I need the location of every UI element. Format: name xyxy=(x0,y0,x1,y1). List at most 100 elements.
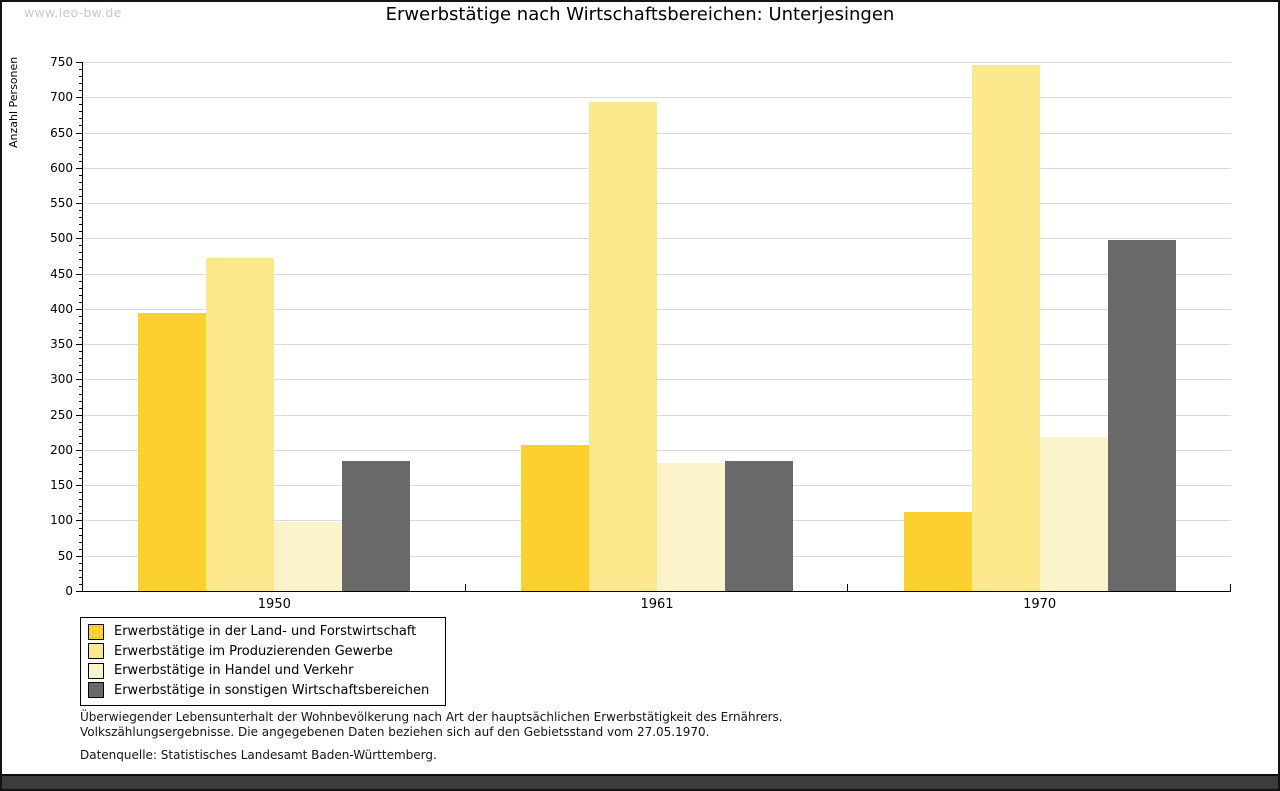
y-axis-minor-tick xyxy=(79,196,82,197)
bar xyxy=(725,460,793,591)
legend-color-swatch xyxy=(88,662,104,679)
y-axis-tick-label: 500 xyxy=(50,231,73,246)
y-axis-tick xyxy=(76,97,82,99)
y-axis-minor-tick xyxy=(79,471,82,473)
y-axis-minor-tick xyxy=(79,365,82,367)
x-axis-tick xyxy=(464,584,466,591)
y-axis-minor-tick xyxy=(79,583,82,585)
y-axis-minor-tick xyxy=(79,252,82,254)
y-axis-minor-tick xyxy=(79,69,82,71)
y-axis-tick xyxy=(76,379,82,381)
bar xyxy=(903,512,972,591)
footnote-line: Überwiegender Lebensunterhalt der Wohnbe… xyxy=(80,710,783,724)
gridline xyxy=(83,273,1231,275)
y-axis-tick xyxy=(76,308,82,310)
y-axis-minor-tick xyxy=(79,76,82,78)
y-axis-minor-tick xyxy=(79,146,82,148)
legend-item: Erwerbstätige in Handel und Verkehr xyxy=(88,661,445,681)
y-axis-minor-tick xyxy=(79,548,82,550)
y-axis-minor-tick xyxy=(79,210,82,212)
y-axis-minor-tick xyxy=(79,400,82,402)
x-axis-category-label: 1970 xyxy=(1023,597,1057,612)
window-bottom-edge xyxy=(2,774,1278,789)
y-axis-minor-tick xyxy=(79,337,82,339)
watermark-url: www.leo-bw.de xyxy=(24,5,122,20)
y-axis-minor-tick xyxy=(79,456,82,458)
y-axis-tick xyxy=(76,132,82,134)
bar xyxy=(342,460,411,591)
y-axis-tick-label: 700 xyxy=(50,90,73,105)
gridline xyxy=(83,97,1231,99)
y-axis-tick xyxy=(76,485,82,487)
legend-item: Erwerbstätige in sonstigen Wirtschaftsbe… xyxy=(88,681,445,701)
gridline xyxy=(83,379,1231,381)
legend-color-swatch xyxy=(88,682,104,699)
x-axis-tick xyxy=(1230,584,1231,591)
y-axis-tick xyxy=(76,62,82,63)
legend-label: Erwerbstätige in der Land- und Forstwirt… xyxy=(114,624,417,640)
y-axis-tick xyxy=(76,203,82,205)
legend-color-swatch xyxy=(88,643,104,660)
y-axis-minor-tick xyxy=(79,280,82,282)
y-axis-minor-tick xyxy=(79,111,82,113)
y-axis-minor-tick xyxy=(79,224,82,226)
y-axis-minor-tick xyxy=(79,231,82,233)
gridline xyxy=(83,167,1231,169)
bar xyxy=(206,258,275,591)
y-axis-minor-tick xyxy=(79,188,82,190)
bar xyxy=(1039,436,1108,591)
chart-footnotes: Überwiegender Lebensunterhalt der Wohnbe… xyxy=(80,710,783,740)
y-axis-tick-label: 450 xyxy=(50,266,73,281)
y-axis-minor-tick xyxy=(79,386,82,388)
x-axis-category-label: 1950 xyxy=(257,597,291,612)
y-axis-minor-tick xyxy=(79,541,82,543)
y-axis-minor-tick xyxy=(79,160,82,162)
y-axis-tick-label: 250 xyxy=(50,407,73,422)
y-axis-tick-label: 150 xyxy=(50,478,73,493)
y-axis-tick xyxy=(76,520,82,522)
y-axis-tick-label: 100 xyxy=(50,513,73,528)
y-axis-minor-tick xyxy=(79,428,82,430)
legend-color-swatch xyxy=(88,623,104,640)
x-axis-tick xyxy=(847,584,849,591)
y-axis-minor-tick xyxy=(79,104,82,106)
gridline xyxy=(83,203,1231,205)
y-axis-minor-tick xyxy=(79,464,82,466)
gridline xyxy=(83,449,1231,451)
y-axis-tick xyxy=(76,555,82,557)
gridline xyxy=(83,62,1231,63)
y-axis-tick xyxy=(76,591,82,592)
y-axis-minor-tick xyxy=(79,245,82,247)
gridline xyxy=(83,132,1231,134)
bar xyxy=(274,521,343,591)
bar xyxy=(521,445,589,591)
y-axis-tick xyxy=(76,414,82,416)
legend-label: Erwerbstätige in sonstigen Wirtschaftsbe… xyxy=(114,682,430,698)
y-axis-tick xyxy=(76,238,82,240)
y-axis-minor-tick xyxy=(79,372,82,374)
gridline xyxy=(83,344,1231,346)
y-axis-minor-tick xyxy=(79,492,82,494)
y-axis-minor-tick xyxy=(79,513,82,515)
y-axis-minor-tick xyxy=(79,301,82,303)
chart-title: Erwerbstätige nach Wirtschaftsbereichen:… xyxy=(385,4,895,25)
footnote-line: Volkszählungsergebnisse. Die angegebenen… xyxy=(80,725,710,739)
gridline xyxy=(83,308,1231,310)
y-axis-tick-label: 600 xyxy=(50,160,73,175)
legend-item: Erwerbstätige im Produzierenden Gewerbe xyxy=(88,642,445,662)
y-axis-tick-label: 350 xyxy=(50,337,73,352)
y-axis-minor-tick xyxy=(79,266,82,268)
y-axis-minor-tick xyxy=(79,393,82,395)
y-axis-minor-tick xyxy=(79,534,82,536)
y-axis-tick xyxy=(76,167,82,169)
y-axis-minor-tick xyxy=(79,139,82,141)
y-axis-minor-tick xyxy=(79,125,82,127)
y-axis-minor-tick xyxy=(79,562,82,564)
y-axis-tick xyxy=(76,449,82,451)
bar xyxy=(589,101,657,591)
y-axis-tick-label: 300 xyxy=(50,372,73,387)
bar xyxy=(138,313,207,591)
legend-label: Erwerbstätige im Produzierenden Gewerbe xyxy=(114,643,393,659)
y-axis-minor-tick xyxy=(79,499,82,501)
y-axis-minor-tick xyxy=(79,527,82,529)
